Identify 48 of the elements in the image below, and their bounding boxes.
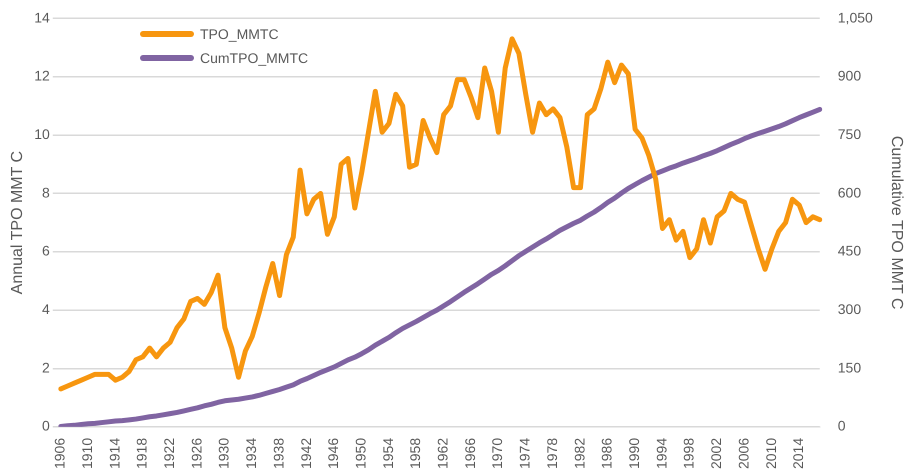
x-tick-label: 1938 [270, 438, 286, 470]
y2-tick-label: 750 [838, 126, 862, 142]
y-tick-label: 6 [42, 242, 50, 259]
x-tick-label: 1926 [188, 438, 204, 470]
x-tick-label: 1966 [462, 438, 478, 470]
y-tick-label: 12 [34, 68, 50, 84]
x-tick-label: 2014 [790, 438, 806, 470]
x-tick-label: 1962 [434, 438, 451, 470]
y2-tick-label: 900 [838, 68, 862, 84]
y2-axis-title: Cumulative TPO MMT C [888, 136, 905, 310]
x-tick-label: 2010 [762, 438, 779, 470]
y2-tick-label: 0 [838, 418, 846, 434]
y2-tick-label: 1,050 [838, 9, 874, 26]
y2-tick-label: 150 [838, 359, 862, 376]
x-tick-label: 1998 [680, 438, 697, 470]
legend-label: TPO_MMTC [200, 26, 279, 42]
y-tick-label: 2 [42, 359, 50, 376]
y-tick-label: 10 [34, 126, 50, 142]
x-tick-label: 1918 [134, 438, 150, 470]
legend-label: CumTPO_MMTC [200, 50, 308, 66]
x-tick-label: 1914 [106, 438, 122, 470]
x-tick-label: 1982 [571, 438, 588, 470]
x-tick-label: 1970 [489, 438, 506, 470]
x-tick-label: 1958 [407, 438, 424, 470]
x-tick-label: 1990 [626, 438, 642, 470]
x-tick-label: 1946 [325, 438, 342, 470]
x-tick-label: 1950 [352, 438, 368, 470]
x-tick-label: 1994 [653, 438, 670, 470]
x-tick-label: 1930 [216, 438, 232, 470]
x-tick-label: 1974 [516, 438, 533, 470]
y-axis-title: Annual TPO MMT C [9, 150, 26, 294]
x-tick-label: 1906 [52, 438, 68, 470]
x-tick-label: 1978 [544, 438, 560, 470]
y-tick-label: 4 [42, 301, 50, 318]
x-tick-label: 2002 [708, 438, 724, 470]
x-tick-label: 1986 [598, 438, 615, 470]
x-tick-label: 1934 [243, 438, 260, 470]
y2-tick-label: 600 [838, 184, 862, 200]
y2-tick-label: 300 [838, 301, 862, 318]
x-tick-label: 1910 [78, 438, 95, 470]
y-tick-label: 8 [42, 184, 50, 200]
x-tick-label: 1922 [161, 438, 178, 470]
x-tick-label: 2006 [735, 438, 752, 470]
y-tick-label: 14 [34, 9, 50, 26]
x-tick-label: 1954 [380, 438, 396, 470]
y-tick-label: 0 [42, 418, 50, 434]
y2-tick-label: 450 [838, 242, 862, 259]
x-tick-label: 1942 [298, 438, 314, 470]
